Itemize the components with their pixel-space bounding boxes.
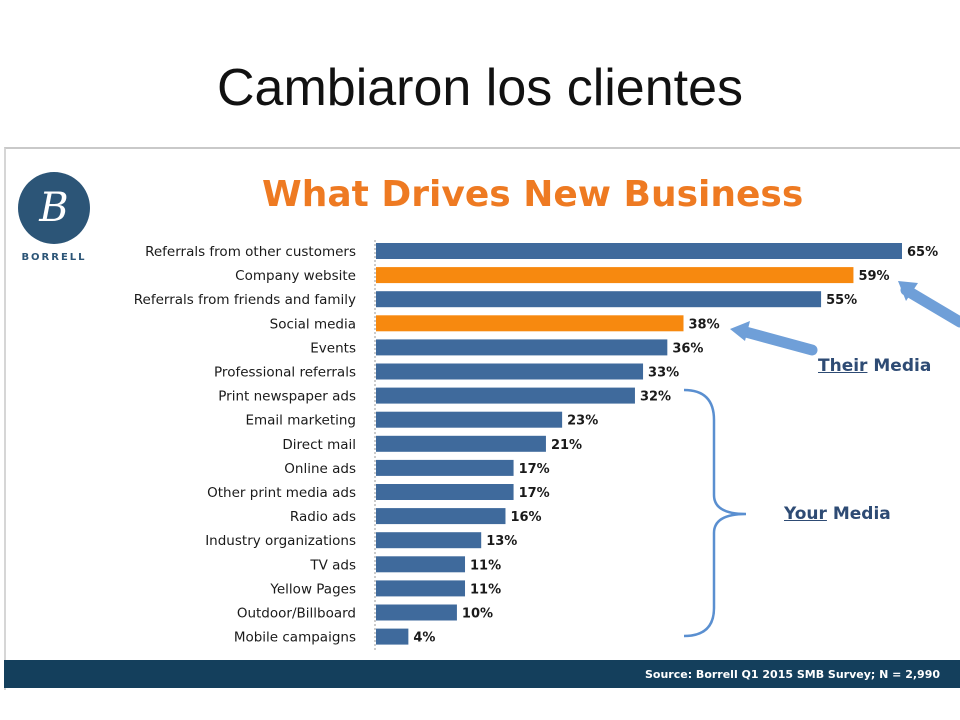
bar-8 [376,435,546,452]
category-label-0: Referrals from other customers [145,244,356,260]
bar-4 [376,339,668,356]
category-label-1: Company website [235,268,356,284]
category-label-7: Email marketing [245,413,356,429]
their-media-label: Their Media [818,356,931,376]
category-label-13: TV ads [309,557,356,573]
value-label-1: 59% [858,269,889,284]
category-label-8: Direct mail [282,437,356,453]
value-label-8: 21% [551,438,582,453]
bar-12 [376,532,482,549]
their-media-rest: Media [867,356,932,376]
bar-10 [376,484,514,500]
value-label-2: 55% [826,293,857,308]
bar-1 [376,267,854,284]
slide-title: Cambiaron los clientes [216,59,744,117]
value-label-6: 32% [640,390,671,405]
value-label-9: 17% [519,462,550,477]
chart-title: What Drives New Business [262,174,804,215]
bar-16 [376,628,409,645]
bars-layer: Referrals from other customers 65% Company… [134,243,938,646]
category-label-6: Print newspaper ads [218,389,356,405]
category-label-3: Social media [270,316,356,332]
bar-5 [376,363,644,380]
bar-7 [376,411,563,428]
source-note: Source: Borrell Q1 2015 SMB Survey; N = … [644,668,940,681]
bar-0 [376,243,902,259]
category-label-12: Industry organizations [205,533,356,549]
value-label-5: 33% [648,366,679,381]
value-label-13: 11% [470,558,501,573]
category-label-15: Outdoor/Billboard [237,606,356,622]
bar-11 [376,508,506,525]
your-media-rest: Media [826,504,891,524]
category-label-5: Professional referrals [214,365,356,381]
category-label-10: Other print media ads [207,485,356,501]
category-label-9: Online ads [284,461,356,477]
bar-13 [376,556,466,573]
value-label-11: 16% [510,510,541,525]
bar-2 [376,291,822,308]
value-label-4: 36% [672,341,703,356]
value-label-0: 65% [907,245,938,260]
category-label-16: Mobile campaigns [234,630,356,646]
value-label-14: 11% [470,582,501,597]
category-label-14: Yellow Pages [269,581,356,597]
your-media-label: Your Media [784,504,891,524]
bar-14 [376,580,466,597]
bar-3 [376,315,684,332]
category-label-11: Radio ads [290,509,356,525]
logo-mark: B [39,185,69,231]
your-media-underlined: Your [784,504,827,524]
value-label-10: 17% [519,486,550,501]
borrell-logo: B [18,172,90,244]
your-media-brace [683,388,747,638]
category-label-4: Events [310,340,356,356]
logo-text: BORRELL [21,252,87,263]
their-media-arrow-lower [730,321,818,356]
bar-9 [376,459,514,476]
value-label-16: 4% [413,631,435,646]
footer-bar [4,660,960,688]
value-label-15: 10% [462,607,493,622]
their-media-arrow-upper [898,281,960,328]
bar-15 [376,604,457,621]
their-media-underlined: Their [818,356,868,376]
value-label-12: 13% [486,534,517,549]
category-label-2: Referrals from friends and family [134,292,356,308]
bar-6 [376,387,635,404]
value-label-7: 23% [567,414,598,429]
value-label-3: 38% [689,317,720,332]
